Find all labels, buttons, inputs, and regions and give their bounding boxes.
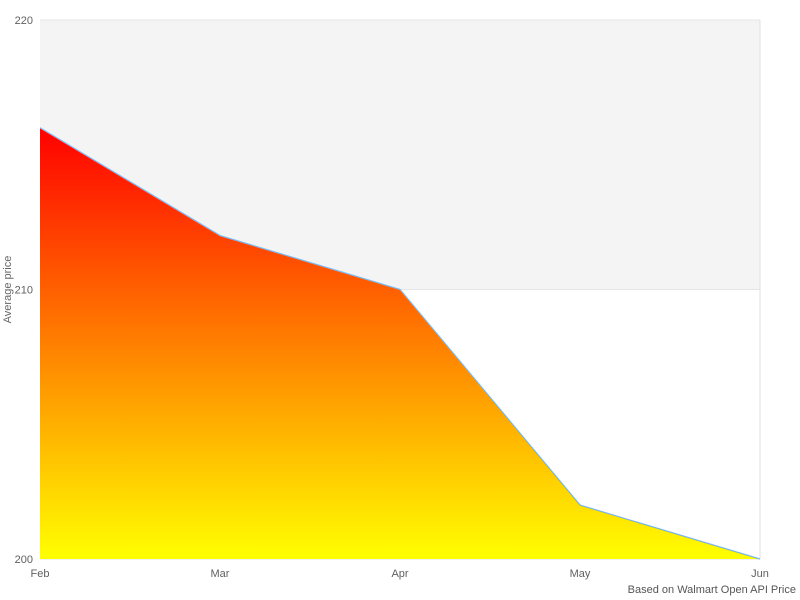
x-tick-label-apr: Apr xyxy=(391,568,408,580)
y-tick-label-200: 200 xyxy=(15,554,33,566)
x-tick-label-may: May xyxy=(570,568,591,580)
x-tick-label-feb: Feb xyxy=(31,568,50,580)
series-line xyxy=(39,127,761,560)
y-tick-label-210: 210 xyxy=(15,285,33,297)
credits-link[interactable]: Based on Walmart Open API Price xyxy=(628,584,796,596)
y-axis-labels: 200 210 220 xyxy=(15,15,33,566)
x-tick-label-mar: Mar xyxy=(211,568,230,580)
x-tick-label-jun: Jun xyxy=(751,568,769,580)
y-tick-label-220: 220 xyxy=(15,15,33,27)
x-axis-labels: Feb Mar Apr May Jun xyxy=(31,568,769,580)
y-axis-title: Average price xyxy=(2,256,14,324)
